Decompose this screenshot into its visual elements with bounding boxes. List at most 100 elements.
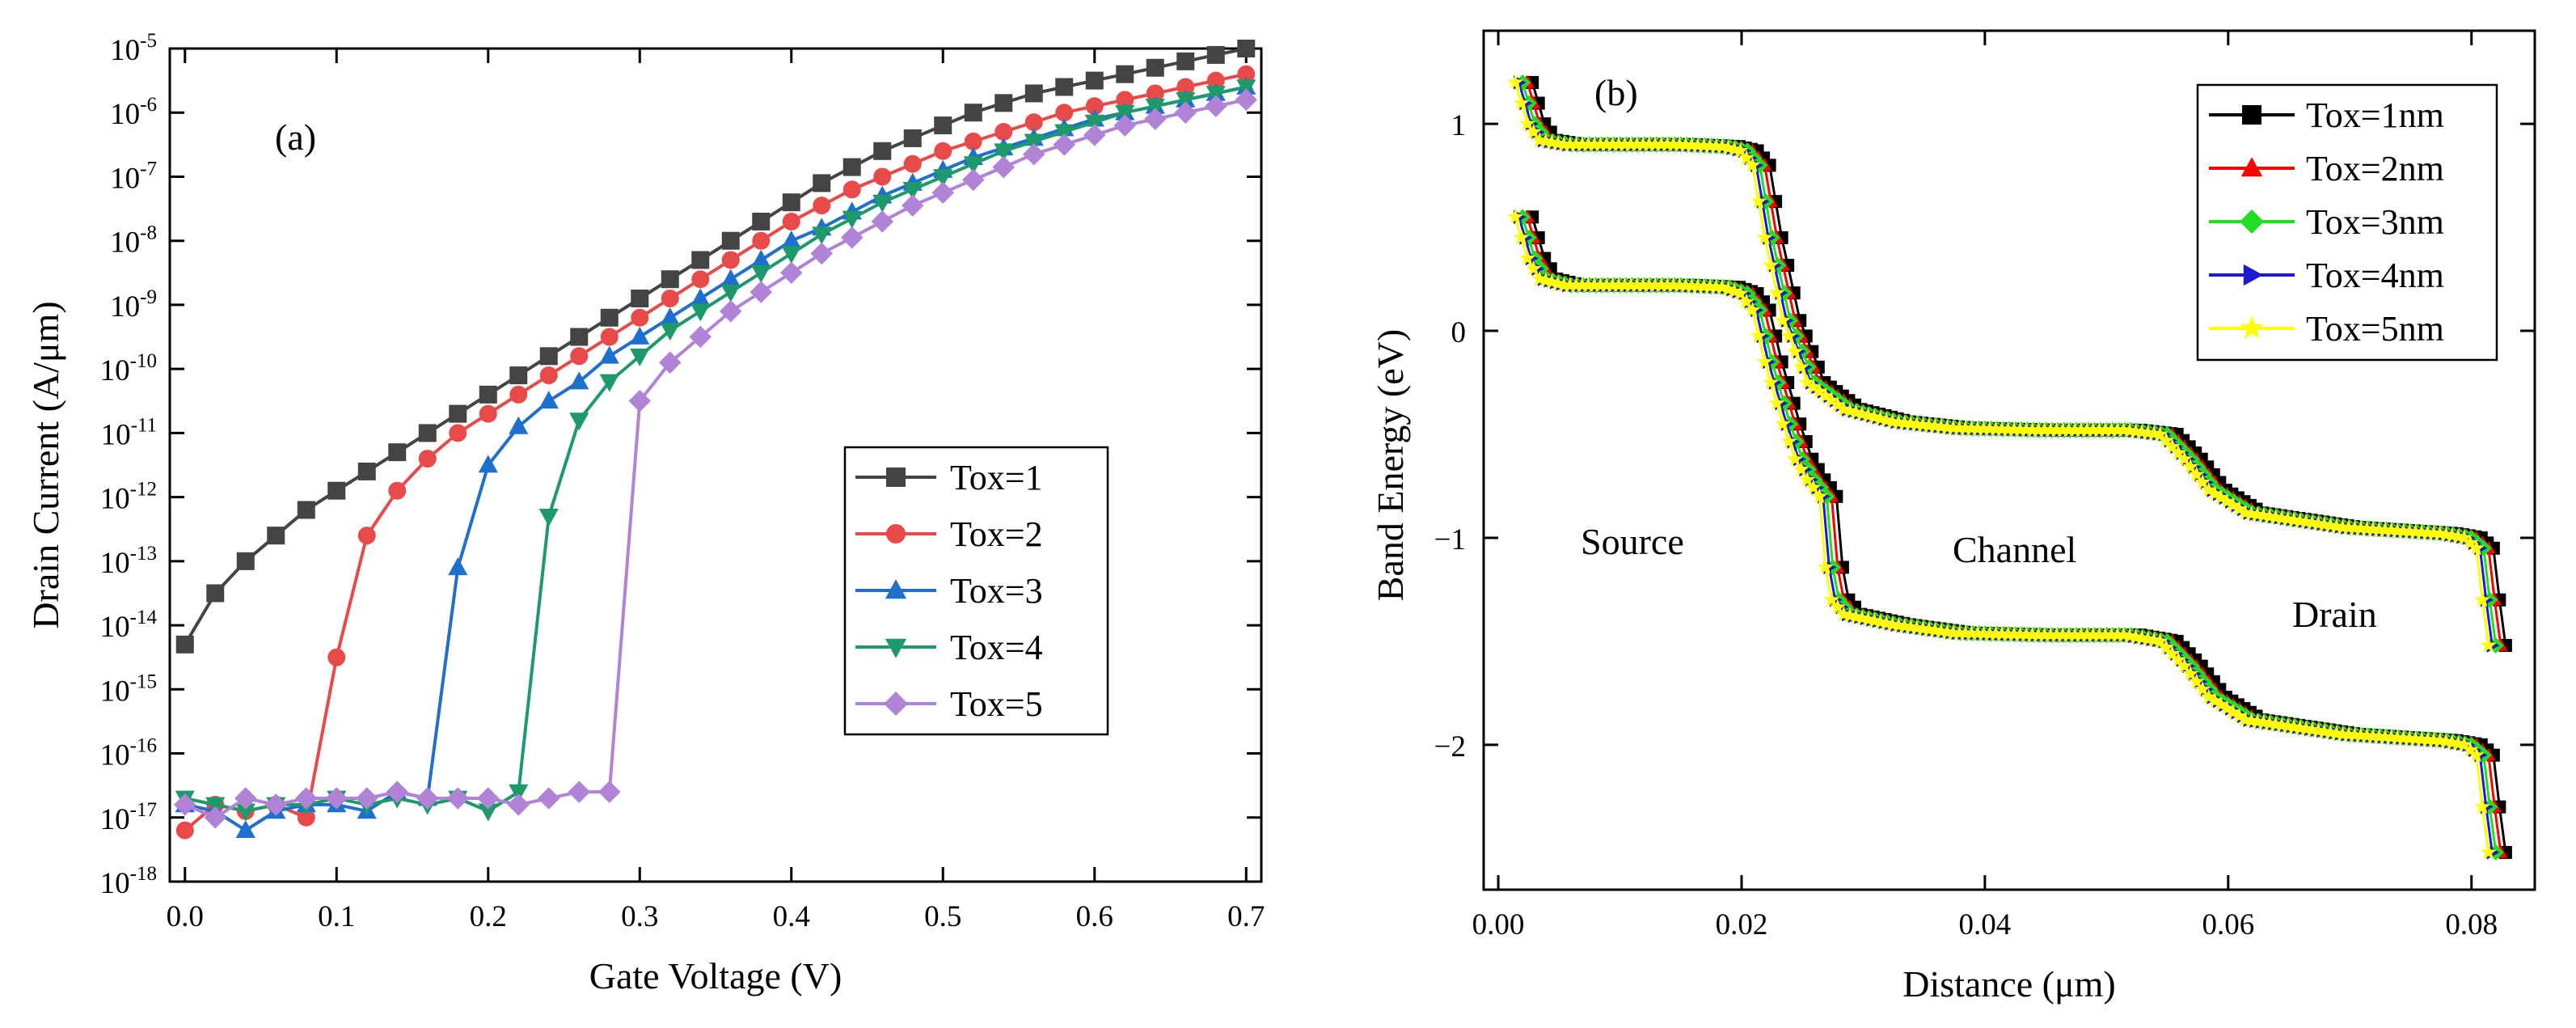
panel-b-data-point [1799, 374, 1816, 390]
panel-a-data-point [902, 194, 924, 217]
panel-a-data-point [871, 210, 893, 233]
panel-a-x-tick-label: 0.0 [167, 900, 204, 933]
panel-b-data-point [1744, 156, 1761, 172]
panel-b-data-point [1830, 396, 1846, 412]
panel-b-data-point [2468, 747, 2485, 763]
panel-a-data-point [538, 509, 559, 527]
panel-a-data-point [1237, 65, 1256, 83]
panel-b-y-tick-label: 1 [1451, 109, 1467, 142]
panel-a-legend-label: Tox=4 [950, 628, 1043, 667]
panel-a-legend-label: Tox=5 [950, 684, 1043, 724]
panel-a-legend-marker [886, 524, 906, 544]
panel-a-data-point [1083, 124, 1106, 146]
panel-b-series-5 [1507, 74, 2497, 860]
panel-a-tick-labels: 0.0 0.1 0.2 0.3 0.4 0.5 0.6 0.7 10-18 10-17 10-16 1… [100, 30, 1265, 933]
panel-b-y-axis-label: Band Energy (eV) [1370, 329, 1411, 601]
panel-a-data-point [1085, 97, 1104, 116]
panel-b-data-point [1556, 136, 1573, 152]
panel-a-data-point [1206, 71, 1225, 90]
panel-b-data-point [1616, 277, 1633, 293]
panel-b-data-point [1945, 624, 1962, 641]
panel-b-data-point [2176, 658, 2193, 673]
panel-a-y-axis-label: Drain Current (A/μm) [25, 301, 66, 628]
panel-b-data-point [1659, 277, 1676, 293]
panel-b-data-point [2182, 458, 2199, 474]
panel-b-data-point [2079, 626, 2096, 642]
panel-a-data-point [175, 635, 194, 654]
panel-a-data-point [661, 290, 679, 307]
panel-a-data-point [1024, 84, 1043, 103]
panel-a-data-point [721, 231, 740, 250]
panel-a-data-point [325, 787, 348, 810]
panel-a-data-point [995, 94, 1013, 112]
panel-a-data-point [479, 385, 497, 404]
panel-b-data-point [2462, 535, 2479, 550]
panel-a-data-point [388, 481, 407, 500]
panel-a-data-point [995, 123, 1013, 141]
panel-b-ticks [1484, 31, 2535, 890]
panel-b-data-point [2018, 626, 2034, 642]
panel-a-data-point [206, 584, 225, 603]
panel-a-data-point [570, 347, 589, 366]
panel-a-data-point [600, 308, 619, 327]
panel-b-data-point [1604, 277, 1621, 293]
panel-a-data-point [691, 251, 710, 269]
panel-b-data-point [2084, 421, 2101, 438]
panel-b-data-point [1750, 192, 1767, 209]
panel-b-legend-label: Tox=5nm [2306, 309, 2444, 349]
panel-a-data-point [448, 557, 468, 576]
panel-a-data-point [1116, 91, 1134, 109]
panel-b-data-point [1945, 419, 1962, 435]
panel-a-data-point [813, 174, 831, 192]
panel-a-y-tick-label: 10-17 [100, 799, 157, 836]
panel-b-data-point [1641, 136, 1658, 152]
panel-b-data-point [2456, 529, 2473, 545]
panel-b-data-point [2219, 700, 2236, 716]
panel-b-data-point [1963, 420, 1980, 436]
panel-b-data-point [1793, 358, 1810, 374]
panel-a-data-point [477, 787, 500, 810]
panel-a-data-point [964, 104, 982, 122]
panel-a-x-axis-label: Gate Voltage (V) [589, 955, 842, 996]
panel-b-data-point [2231, 501, 2248, 516]
panel-b-data-point [1970, 625, 1986, 641]
panel-b-data-point [1641, 277, 1658, 293]
panel-a-data-point [1205, 95, 1227, 118]
panel-a-data-point [933, 169, 953, 188]
panel-b-legend-marker [2240, 315, 2264, 339]
panel-b-data-point [1750, 328, 1767, 343]
panel-b-data-point [1616, 136, 1633, 152]
panel-b-data-point [2456, 736, 2473, 752]
panel-a-data-point [1024, 133, 1044, 152]
panel-b-data-point [2231, 708, 2248, 723]
panel-b-data-point [1957, 420, 1974, 436]
panel-a-y-tick-label: 10-5 [110, 30, 157, 67]
panel-a-data-point [1085, 71, 1104, 90]
panel-a-data-point [600, 328, 619, 346]
panel-a-data-point [509, 366, 528, 385]
panel-a-data-point [1206, 45, 1225, 64]
panel-b-legend: Tox=1nm Tox=2nm Tox=3nm Tox=4nm Tox=5nm [2209, 95, 2444, 349]
panel-b-data-point [1738, 150, 1755, 165]
panel-a-x-tick-label: 0.7 [1227, 900, 1265, 933]
panel-b-data-point [1823, 591, 1840, 607]
panel-a-legend-marker [885, 579, 907, 599]
panel-b-legend-label: Tox=1nm [2306, 95, 2444, 135]
panel-a-data-point [205, 797, 226, 815]
panel-b-data-point [1811, 383, 1828, 399]
panel-a-data-point [873, 167, 892, 186]
panel-b-data-point [1604, 136, 1621, 152]
panel-b-data-point [2024, 626, 2041, 642]
panel-a-data-point [1115, 104, 1135, 123]
panel-a-y-tick-label: 10-11 [101, 414, 157, 451]
panel-a-data-point [781, 246, 801, 264]
panel-a-data-point [813, 197, 831, 215]
panel-b-data-point [1975, 625, 1992, 641]
panel-b-data-point [1756, 229, 1773, 245]
panel-a-data-point [1055, 104, 1074, 122]
panel-a-data-point [357, 527, 376, 545]
panel-b-data-point [2042, 421, 2059, 438]
panel-a-data-point [691, 270, 710, 289]
panel-b-label: (b) [1594, 72, 1638, 113]
